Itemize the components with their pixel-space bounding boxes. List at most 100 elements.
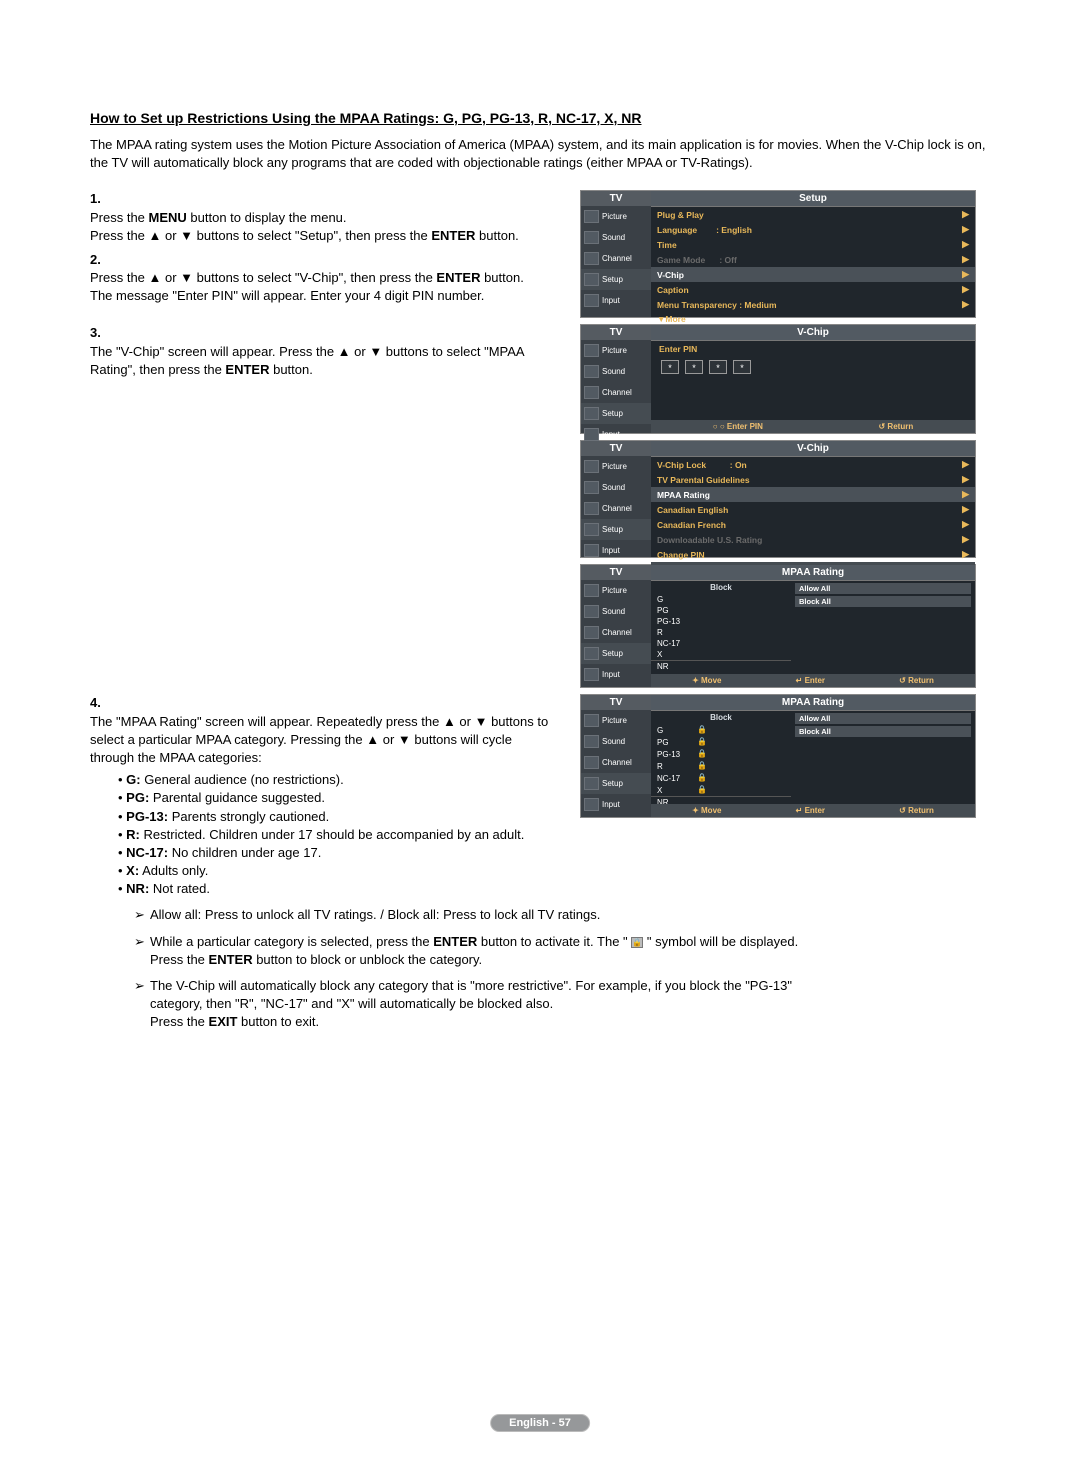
step-num: 3. bbox=[90, 324, 110, 342]
picture-icon bbox=[584, 344, 599, 357]
lock-icon: 🔒 bbox=[631, 937, 643, 948]
opt-vchiplock[interactable]: V-Chip Lock : On▶ bbox=[651, 457, 975, 472]
side-picture[interactable]: Picture bbox=[581, 710, 651, 731]
rating-r[interactable]: R🔒 bbox=[651, 760, 791, 772]
side-picture[interactable]: Picture bbox=[581, 340, 651, 361]
allow-all-button[interactable]: Allow All bbox=[795, 713, 971, 724]
side-setup[interactable]: Setup bbox=[581, 269, 651, 290]
ui-sidebar: TV Picture Sound Channel Setup Input bbox=[581, 191, 651, 317]
manual-page: How to Set up Restrictions Using the MPA… bbox=[0, 0, 1080, 1072]
allow-all-button[interactable]: Allow All bbox=[795, 583, 971, 594]
opt-gamemode: Game Mode : Off▶ bbox=[651, 252, 975, 267]
step-3: 3. The "V-Chip" screen will appear. Pres… bbox=[90, 324, 570, 379]
opt-dus: Downloadable U.S. Rating▶ bbox=[651, 532, 975, 547]
rating-r[interactable]: R bbox=[651, 627, 791, 638]
chevron-right-icon: ▶ bbox=[962, 224, 969, 235]
ui-sidebar: TV Picture Sound Channel Setup Input bbox=[581, 441, 651, 557]
rating-pg13[interactable]: PG-13 bbox=[651, 616, 791, 627]
tv-mpaa-ui-locked: TV Picture Sound Channel Setup Input MPA… bbox=[580, 694, 976, 818]
rating-g[interactable]: G bbox=[651, 594, 791, 605]
side-setup[interactable]: Setup bbox=[581, 643, 651, 664]
side-sound[interactable]: Sound bbox=[581, 731, 651, 752]
ui-main-panel: MPAA Rating Block G🔒 PG🔒 PG-13🔒 R🔒 NC-17… bbox=[651, 695, 975, 817]
side-sound[interactable]: Sound bbox=[581, 477, 651, 498]
pin-digit[interactable]: * bbox=[733, 360, 751, 374]
chevron-right-icon: ▶ bbox=[962, 269, 969, 280]
lock-icon: 🔒 bbox=[697, 761, 707, 771]
rating-g[interactable]: G🔒 bbox=[651, 724, 791, 736]
side-input[interactable]: Input bbox=[581, 794, 651, 815]
lock-icon: 🔒 bbox=[697, 725, 707, 735]
rating-pg13[interactable]: PG-13🔒 bbox=[651, 748, 791, 760]
opt-ceng[interactable]: Canadian English▶ bbox=[651, 502, 975, 517]
note-allow-block: Allow all: Press to unlock all TV rating… bbox=[138, 906, 810, 924]
side-sound[interactable]: Sound bbox=[581, 361, 651, 382]
opt-menutrans[interactable]: Menu Transparency : Medium▶ bbox=[651, 297, 975, 312]
rating-pg[interactable]: PG🔒 bbox=[651, 736, 791, 748]
side-setup[interactable]: Setup bbox=[581, 403, 651, 424]
opt-vchip[interactable]: V-Chip▶ bbox=[651, 267, 975, 282]
chevron-right-icon: ▶ bbox=[962, 284, 969, 295]
ui-sidebar: TV Picture Sound Channel Setup Input bbox=[581, 325, 651, 433]
rating-pg[interactable]: PG bbox=[651, 605, 791, 616]
ui-sidebar: TV Picture Sound Channel Setup Input bbox=[581, 565, 651, 687]
opt-mpaa[interactable]: MPAA Rating▶ bbox=[651, 487, 975, 502]
pin-digit[interactable]: * bbox=[661, 360, 679, 374]
side-setup[interactable]: Setup bbox=[581, 519, 651, 540]
sound-icon bbox=[584, 365, 599, 378]
block-all-button[interactable]: Block All bbox=[795, 726, 971, 737]
block-all-button[interactable]: Block All bbox=[795, 596, 971, 607]
rating-nc17[interactable]: NC-17 bbox=[651, 638, 791, 649]
side-channel[interactable]: Channel bbox=[581, 498, 651, 519]
side-picture[interactable]: Picture bbox=[581, 580, 651, 601]
opt-caption[interactable]: Caption▶ bbox=[651, 282, 975, 297]
setup-icon bbox=[584, 407, 599, 420]
page-number: English - 57 bbox=[490, 1414, 590, 1432]
lock-icon: 🔒 bbox=[697, 749, 707, 759]
rating-x[interactable]: X bbox=[651, 649, 791, 660]
pin-digit[interactable]: * bbox=[685, 360, 703, 374]
opt-tvpg[interactable]: TV Parental Guidelines▶ bbox=[651, 472, 975, 487]
input-icon bbox=[584, 428, 599, 441]
tv-setup-ui: TV Picture Sound Channel Setup Input Set… bbox=[580, 190, 976, 318]
side-channel[interactable]: Channel bbox=[581, 248, 651, 269]
opt-chpin[interactable]: Change PIN▶ bbox=[651, 547, 975, 562]
rating-nr[interactable]: NR bbox=[651, 660, 791, 672]
chevron-right-icon: ▶ bbox=[962, 299, 969, 310]
rating-x[interactable]: X🔒 bbox=[651, 784, 791, 796]
side-channel[interactable]: Channel bbox=[581, 382, 651, 403]
tv-mpaa-ui: TV Picture Sound Channel Setup Input MPA… bbox=[580, 564, 976, 688]
side-sound[interactable]: Sound bbox=[581, 227, 651, 248]
ui-bottombar: ✦ Move ↵ Enter ↺ Return bbox=[651, 674, 975, 687]
pin-input-row[interactable]: * * * * bbox=[651, 357, 975, 377]
chevron-right-icon: ▶ bbox=[962, 209, 969, 220]
rating-nc17[interactable]: NC-17🔒 bbox=[651, 772, 791, 784]
pin-digit[interactable]: * bbox=[709, 360, 727, 374]
ui-main-panel: Setup Plug & Play▶ Language : English▶ T… bbox=[651, 191, 975, 317]
side-input[interactable]: Input bbox=[581, 540, 651, 561]
sound-icon bbox=[584, 231, 599, 244]
side-setup[interactable]: Setup bbox=[581, 773, 651, 794]
chevron-right-icon: ▶ bbox=[962, 239, 969, 250]
opt-time[interactable]: Time▶ bbox=[651, 237, 975, 252]
opt-language[interactable]: Language : English▶ bbox=[651, 222, 975, 237]
side-sound[interactable]: Sound bbox=[581, 601, 651, 622]
opt-cfr[interactable]: Canadian French▶ bbox=[651, 517, 975, 532]
side-channel[interactable]: Channel bbox=[581, 622, 651, 643]
chevron-right-icon: ▶ bbox=[962, 254, 969, 265]
tv-label: TV bbox=[581, 191, 651, 206]
side-picture[interactable]: Picture bbox=[581, 456, 651, 477]
input-icon bbox=[584, 294, 599, 307]
side-picture[interactable]: Picture bbox=[581, 206, 651, 227]
opt-plugplay[interactable]: Plug & Play▶ bbox=[651, 207, 975, 222]
rating-definitions: • G: General audience (no restrictions).… bbox=[118, 771, 570, 898]
channel-icon bbox=[584, 252, 599, 265]
side-input[interactable]: Input bbox=[581, 290, 651, 311]
step-2: 2. Press the ▲ or ▼ buttons to select "V… bbox=[90, 251, 570, 306]
lock-icon: 🔒 bbox=[697, 737, 707, 747]
side-input[interactable]: Input bbox=[581, 664, 651, 685]
ui-sidebar: TV Picture Sound Channel Setup Input bbox=[581, 695, 651, 817]
block-header: Block bbox=[651, 581, 791, 594]
side-channel[interactable]: Channel bbox=[581, 752, 651, 773]
opt-more[interactable]: ▼More bbox=[651, 312, 975, 326]
